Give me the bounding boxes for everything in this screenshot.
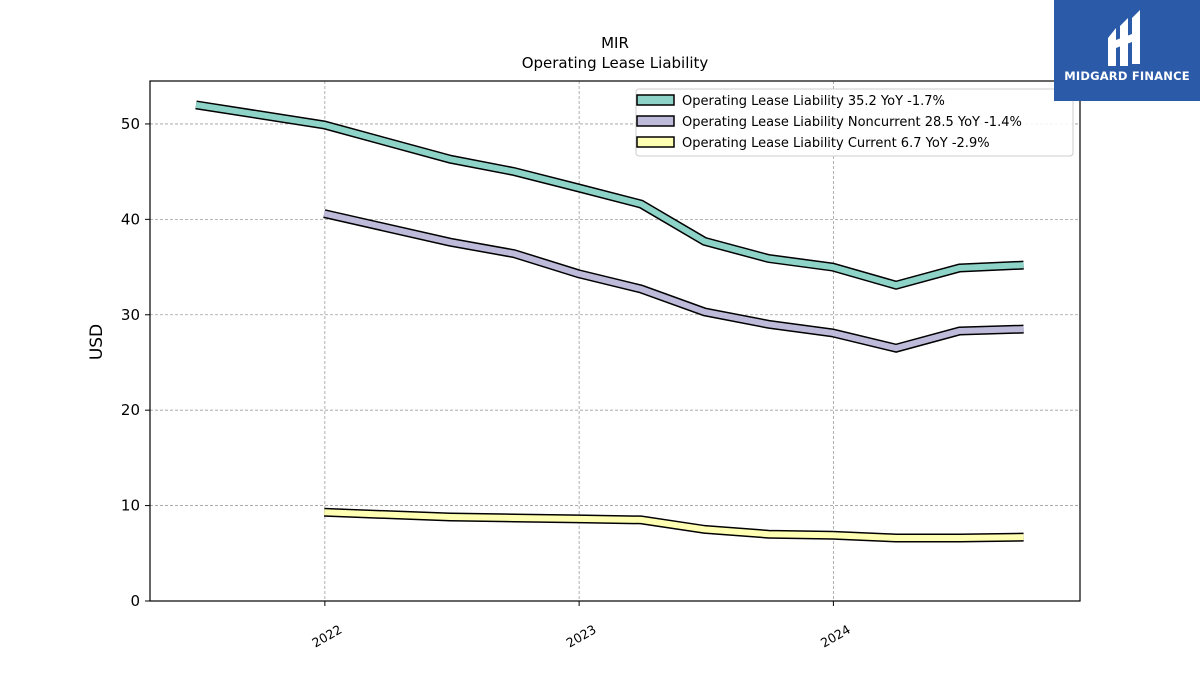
plot-frame: [149, 80, 1081, 602]
y-tick-label: 10: [121, 497, 140, 515]
brand-name: MIDGARD FINANCE: [1064, 69, 1190, 83]
legend-swatch: [636, 94, 675, 106]
series-line: [195, 100, 1024, 290]
y-tick-label: 20: [121, 401, 140, 419]
chart-title: MIR: [601, 34, 629, 52]
series-line: [324, 507, 1024, 543]
y-tick-label: 30: [121, 306, 140, 324]
x-tick-label: 2024: [818, 622, 853, 651]
legend-entry: Operating Lease Liability Noncurrent 28.…: [682, 115, 1022, 130]
brand-logo-mark-icon: [1108, 10, 1140, 66]
legend-swatch: [636, 136, 675, 148]
x-tick-label: 2023: [564, 622, 599, 651]
legend-box: [635, 88, 1074, 157]
y-tick-label: 0: [130, 592, 140, 610]
series-group: [195, 100, 1024, 543]
legend: Operating Lease Liability 35.2 YoY -1.7%…: [635, 88, 1074, 157]
series-line-fill: [323, 210, 1024, 352]
series-line-fill: [195, 101, 1024, 289]
brand-logo: MIDGARD FINANCE: [1054, 0, 1200, 101]
y-tick-label: 50: [121, 115, 140, 133]
x-tick-label: 2022: [309, 622, 344, 651]
series-line-fill: [324, 509, 1024, 541]
y-axis-label: USD: [87, 324, 107, 360]
legend-entry: Operating Lease Liability Current 6.7 Yo…: [682, 136, 990, 151]
chart-subtitle: Operating Lease Liability: [522, 54, 709, 72]
legend-entry: Operating Lease Liability 35.2 YoY -1.7%: [682, 94, 945, 109]
axes: 0 10 20 30 40 50 2022 2023 2024: [121, 115, 853, 651]
series-line: [323, 209, 1024, 353]
legend-swatch: [636, 115, 675, 127]
y-tick-label: 40: [121, 210, 140, 228]
